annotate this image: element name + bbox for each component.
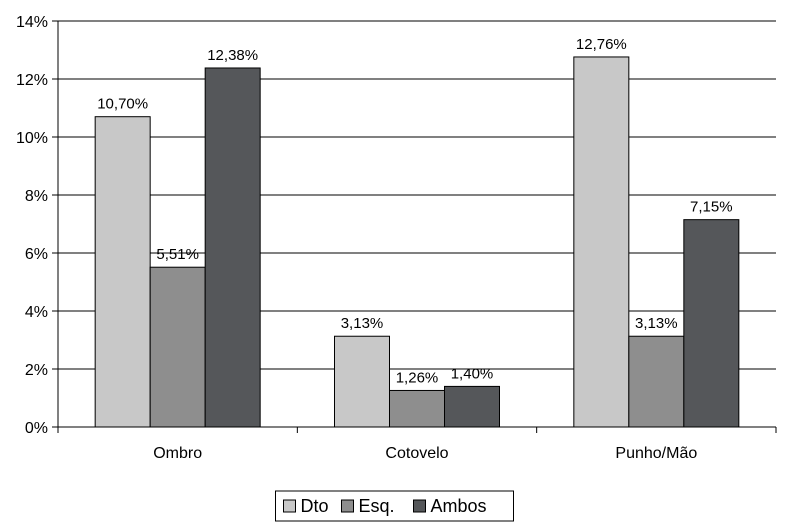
- data-label: 12,76%: [576, 36, 627, 53]
- legend-swatch: [413, 499, 426, 513]
- data-label: 3,13%: [341, 315, 384, 332]
- bar-ambos: [683, 219, 740, 428]
- data-label: 12,38%: [207, 47, 258, 64]
- y-tick-label: 2%: [25, 362, 48, 379]
- data-label: 1,40%: [451, 365, 494, 382]
- x-category-label: Punho/Mão: [615, 445, 697, 462]
- data-label: 5,51%: [156, 246, 199, 263]
- y-tick-label: 6%: [25, 246, 48, 263]
- bars: [94, 56, 740, 428]
- bar-esq: [628, 335, 685, 428]
- bar-dto: [573, 56, 630, 428]
- data-label: 10,70%: [97, 96, 148, 113]
- data-label: 7,15%: [690, 199, 733, 216]
- bar-dto: [94, 116, 151, 428]
- legend-label: Dto: [301, 496, 329, 516]
- data-label: 3,13%: [635, 315, 678, 332]
- data-label: 1,26%: [396, 369, 439, 386]
- y-tick-label: 14%: [16, 14, 48, 31]
- legend-swatch: [283, 499, 296, 513]
- y-tick-label: 8%: [25, 188, 48, 205]
- bar-esq: [149, 266, 206, 428]
- bar-esq: [389, 389, 445, 428]
- bar-dto: [334, 335, 390, 428]
- legend-label: Ambos: [431, 496, 487, 516]
- legend: Dto Esq. Ambos: [275, 490, 514, 522]
- y-tick-label: 10%: [16, 130, 48, 147]
- y-tick-label: 4%: [25, 304, 48, 321]
- legend-box: [275, 490, 514, 522]
- y-tick-label: 12%: [16, 72, 48, 89]
- bar-ambos: [444, 385, 500, 428]
- legend-label: Esq.: [359, 496, 395, 516]
- y-tick-label: 0%: [25, 420, 48, 437]
- legend-swatch: [341, 499, 354, 513]
- x-category-label: Ombro: [153, 445, 202, 462]
- data-labels: 10,70% 5,51% 12,38% 3,13% 1,26% 1,40% 12,76% 3,…: [97, 36, 733, 386]
- bar-ambos: [204, 67, 261, 428]
- x-category-label: Cotovelo: [385, 445, 448, 462]
